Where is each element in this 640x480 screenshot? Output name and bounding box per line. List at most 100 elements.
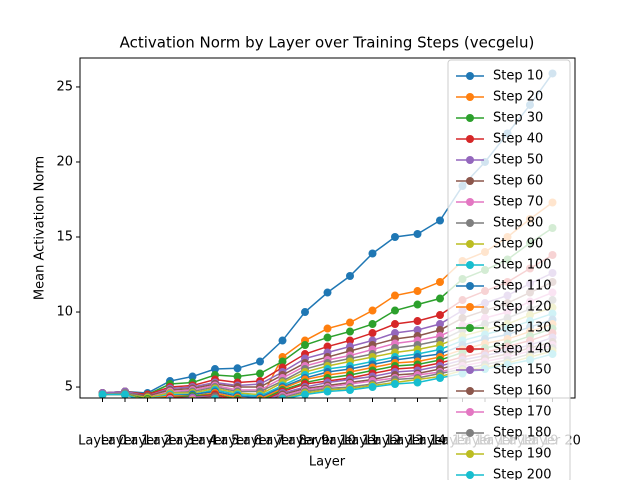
data-point <box>256 357 264 366</box>
data-point <box>391 233 399 242</box>
legend-label: Step 120 <box>493 300 552 315</box>
data-point <box>346 336 354 345</box>
data-point <box>323 387 332 396</box>
legend-box <box>447 59 571 480</box>
data-point <box>256 369 264 378</box>
data-point <box>323 324 332 333</box>
data-point <box>391 329 399 338</box>
data-point <box>346 386 354 395</box>
data-point <box>436 311 444 320</box>
legend-marker <box>466 387 474 395</box>
y-tick-label: 5 <box>65 380 73 395</box>
legend-marker <box>466 345 474 353</box>
legend-label: Step 60 <box>493 174 543 189</box>
legend-label: Step 20 <box>493 90 543 105</box>
data-point <box>368 320 377 329</box>
x-tick-label: Layer 1 <box>101 434 150 449</box>
x-tick-label: Layer 14 <box>389 434 446 449</box>
legend-marker <box>466 93 474 101</box>
data-point <box>346 318 354 327</box>
data-point <box>301 341 309 350</box>
data-point <box>233 364 242 373</box>
x-tick-label: Layer 13 <box>367 434 424 449</box>
data-point <box>233 372 242 381</box>
legend-marker <box>466 324 474 332</box>
legend-marker <box>466 429 474 437</box>
data-point <box>278 336 287 345</box>
legend-label: Step 40 <box>493 132 543 147</box>
data-point <box>368 306 377 315</box>
data-point <box>121 390 129 398</box>
legend-marker <box>466 72 474 80</box>
data-point <box>413 300 422 309</box>
y-tick-label: 15 <box>56 230 73 245</box>
data-point <box>436 216 444 225</box>
legend-label: Step 100 <box>493 258 552 273</box>
legend-marker <box>466 366 474 374</box>
legend-label: Step 160 <box>493 384 552 399</box>
x-tick-label: Layer 10 <box>299 434 356 449</box>
legend-label: Step 150 <box>493 363 552 378</box>
data-point <box>368 329 377 338</box>
data-point <box>436 326 444 335</box>
x-tick-label: Layer 4 <box>168 434 217 449</box>
data-point <box>346 272 354 281</box>
legend-label: Step 10 <box>493 69 543 84</box>
legend: Step 10 Step 20 Step 30 Step 40 Step 50 Step … <box>447 59 571 480</box>
x-tick-label: Layer 8 <box>258 434 307 449</box>
legend-label: Step 130 <box>493 321 552 336</box>
data-point <box>278 395 287 398</box>
data-point <box>413 326 422 335</box>
legend-label: Step 90 <box>493 237 543 252</box>
data-point <box>301 308 309 317</box>
y-tick-label: 10 <box>56 305 73 320</box>
data-point <box>323 342 332 351</box>
legend-label: Step 190 <box>493 447 552 462</box>
legend-label: Step 200 <box>493 468 552 480</box>
data-point <box>188 372 197 381</box>
x-tick-label: Layer 12 <box>344 434 401 449</box>
data-point <box>391 306 399 315</box>
data-point <box>323 288 332 297</box>
x-tick-label: Layer 0 <box>78 434 127 449</box>
legend-label: Step 110 <box>493 279 552 294</box>
x-tick-label: Layer 3 <box>146 434 195 449</box>
data-point <box>211 365 219 374</box>
x-tick-label: Layer 7 <box>236 434 285 449</box>
plot-frame <box>79 57 576 399</box>
data-point <box>391 291 399 300</box>
legend-marker <box>466 156 474 164</box>
legend-marker <box>466 198 474 206</box>
x-tick-label: Layer 6 <box>213 434 262 449</box>
legend-marker <box>466 471 474 479</box>
legend-marker <box>466 450 474 458</box>
legend-label: Step 50 <box>493 153 543 168</box>
data-point <box>391 380 399 389</box>
legend-marker <box>466 240 474 248</box>
legend-marker <box>466 408 474 416</box>
legend-marker <box>466 261 474 269</box>
y-axis-label: Mean Activation Norm <box>33 156 48 300</box>
legend-marker <box>466 135 474 143</box>
y-tick-label: 20 <box>56 154 73 169</box>
data-point <box>413 287 422 296</box>
data-point <box>346 327 354 336</box>
y-tick-label: 25 <box>56 79 73 94</box>
x-tick-label: Layer 5 <box>191 434 240 449</box>
data-point <box>301 390 309 398</box>
data-point <box>368 249 377 258</box>
legend-label: Step 180 <box>493 426 552 441</box>
data-point <box>98 390 107 398</box>
chart-title: Activation Norm by Layer over Training S… <box>120 34 535 52</box>
legend-label: Step 170 <box>493 405 552 420</box>
x-axis-label: Layer <box>309 455 346 470</box>
x-tick-label: Layer 2 <box>123 434 172 449</box>
data-point <box>323 333 332 342</box>
legend-marker <box>466 114 474 122</box>
x-tick-label: Layer 9 <box>281 434 330 449</box>
data-point <box>436 374 444 383</box>
data-point <box>436 320 444 329</box>
data-point <box>413 317 422 326</box>
legend-marker <box>466 177 474 185</box>
